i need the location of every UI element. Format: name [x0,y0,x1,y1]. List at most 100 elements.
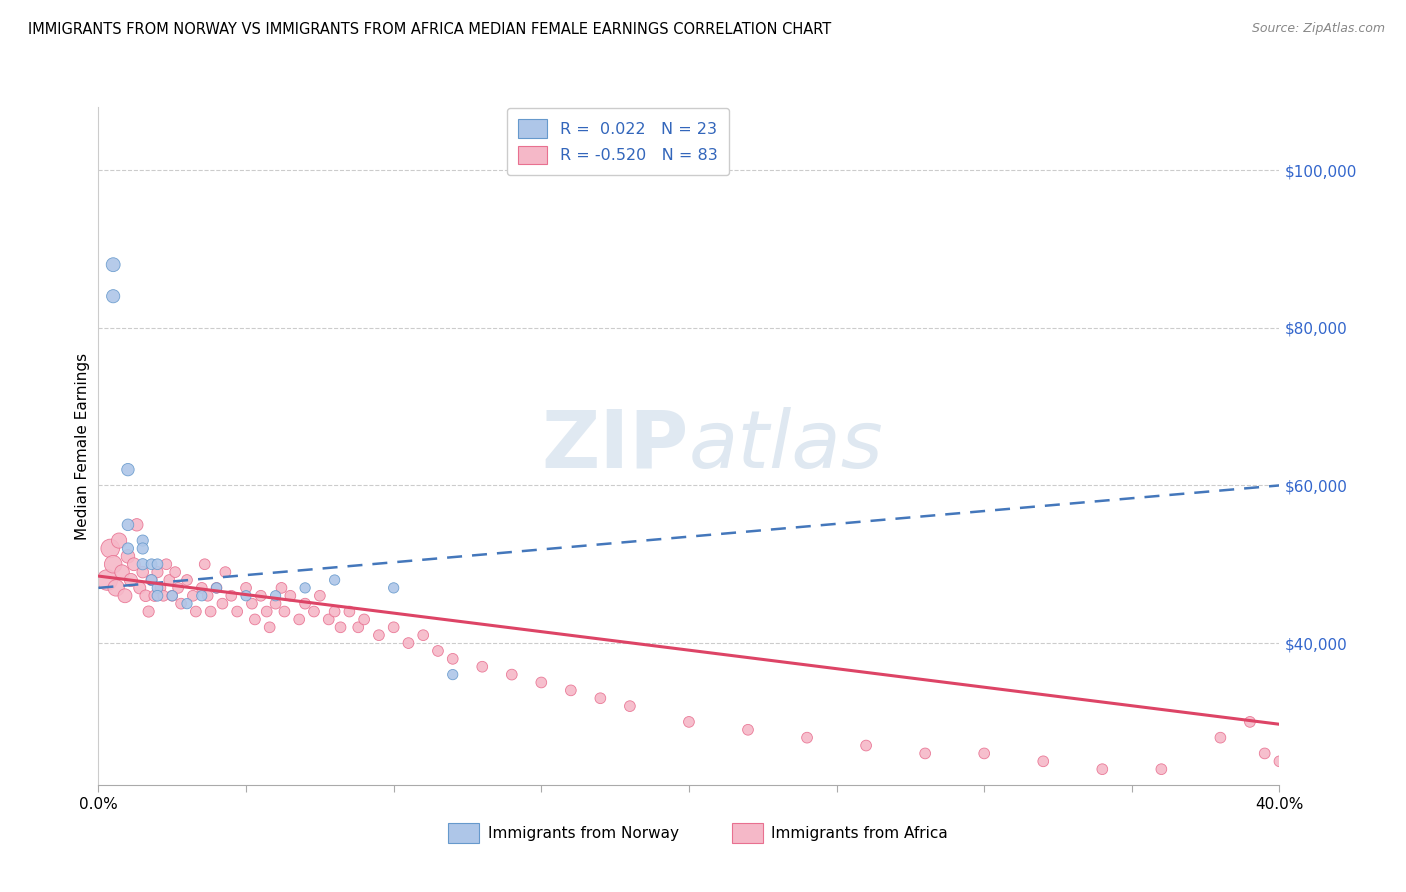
Point [368,628,391,642]
Point [339,605,360,619]
Point [162,589,183,603]
Point [146,589,169,603]
Point [382,581,405,595]
Legend: R =  0.022   N = 23, R = -0.520   N = 83: R = 0.022 N = 23, R = -0.520 N = 83 [508,108,728,176]
Point [288,612,311,626]
Point [1150,762,1173,776]
Point [114,589,136,603]
Point [214,565,236,579]
Point [200,605,222,619]
Point [973,747,995,761]
Point [167,581,190,595]
Text: Source: ZipAtlas.com: Source: ZipAtlas.com [1251,22,1385,36]
Point [162,589,183,603]
Point [149,581,172,595]
Point [264,597,287,611]
Point [240,597,263,611]
Point [146,565,169,579]
Point [111,565,134,579]
Point [270,581,292,595]
Point [855,739,877,753]
Point [181,589,204,603]
Point [205,581,228,595]
Point [125,517,148,532]
Point [1091,762,1114,776]
Point [152,589,174,603]
Point [471,659,494,673]
Point [1032,754,1054,768]
Point [141,558,163,572]
Point [141,573,163,587]
Point [135,589,157,603]
Point [441,652,464,666]
Text: ZIP: ZIP [541,407,689,485]
Point [143,589,166,603]
Point [412,628,434,642]
Point [211,597,233,611]
Point [132,541,155,556]
Point [427,644,450,658]
Point [117,549,139,564]
Point [132,533,155,548]
Point [146,558,169,572]
Point [1254,747,1277,761]
Point [259,620,281,634]
Point [589,691,612,706]
Point [273,605,295,619]
Point [737,723,759,737]
Text: Immigrants from Norway: Immigrants from Norway [488,826,679,840]
Point [191,589,214,603]
Point [796,731,818,745]
Point [560,683,582,698]
Point [197,589,219,603]
Point [122,558,145,572]
Point [294,581,316,595]
Point [138,605,160,619]
Point [235,581,257,595]
Point [382,620,405,634]
Text: atlas: atlas [689,407,884,485]
Point [120,573,142,587]
Point [302,605,325,619]
Point [501,667,523,681]
Point [146,581,169,595]
Point [103,258,125,272]
Point [117,517,139,532]
Point [103,289,125,303]
Point [619,699,641,714]
Point [176,573,198,587]
Y-axis label: Median Female Earnings: Median Female Earnings [75,352,90,540]
Text: IMMIGRANTS FROM NORWAY VS IMMIGRANTS FROM AFRICA MEDIAN FEMALE EARNINGS CORRELAT: IMMIGRANTS FROM NORWAY VS IMMIGRANTS FRO… [28,22,831,37]
Point [176,597,198,611]
Point [243,612,266,626]
Point [278,589,302,603]
Point [309,589,332,603]
Point [108,533,131,548]
Point [117,463,139,477]
Point [157,573,180,587]
Point [1268,754,1291,768]
Point [323,573,346,587]
Point [105,581,128,595]
Point [256,605,278,619]
Point [914,747,936,761]
Point [96,573,118,587]
Point [191,581,214,595]
Point [323,605,346,619]
Point [250,589,273,603]
Point [184,605,207,619]
Point [194,558,217,572]
Point [441,667,464,681]
Point [155,558,177,572]
Point [117,541,139,556]
Point [530,675,553,690]
Point [353,612,375,626]
Point [1239,714,1261,729]
Point [219,589,242,603]
Text: Immigrants from Africa: Immigrants from Africa [770,826,948,840]
Point [678,714,700,729]
Point [128,581,150,595]
Point [132,565,155,579]
Point [226,605,249,619]
Point [103,558,125,572]
